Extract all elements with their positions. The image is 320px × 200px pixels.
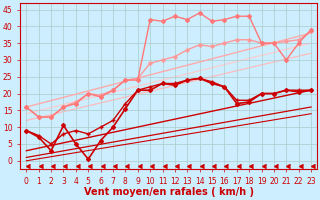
X-axis label: Vent moyen/en rafales ( km/h ): Vent moyen/en rafales ( km/h ) — [84, 187, 254, 197]
